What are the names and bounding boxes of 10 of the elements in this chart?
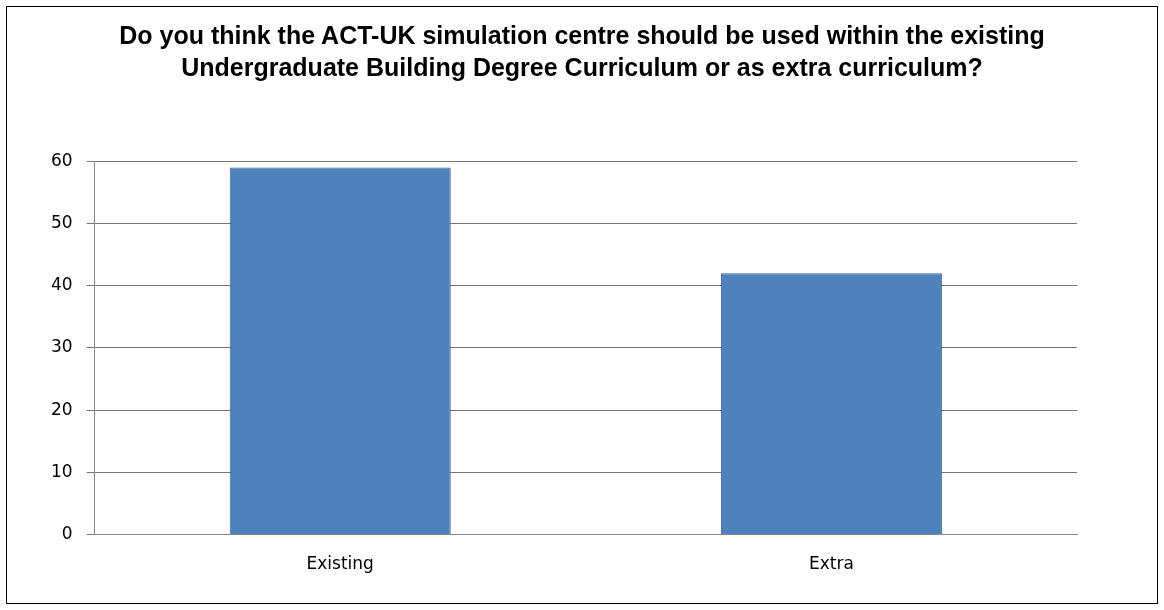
y-tick-label: 30 — [50, 336, 73, 357]
chart-title: Do you think the ACT-UK simulation centre should be used within the existing Undergraduate Building Degree Curriculum or as extra curriculum? — [118, 20, 1046, 83]
y-tick-label: 10 — [50, 460, 73, 481]
y-tick-label: 50 — [50, 211, 73, 232]
y-tick-label: 40 — [50, 274, 73, 295]
y-tick-label: 20 — [50, 398, 73, 419]
x-tick-label: Existing — [306, 553, 374, 574]
y-tick-label: 60 — [50, 149, 73, 170]
y-tick-label: 0 — [61, 523, 73, 544]
x-tick-label: Extra — [808, 553, 854, 574]
